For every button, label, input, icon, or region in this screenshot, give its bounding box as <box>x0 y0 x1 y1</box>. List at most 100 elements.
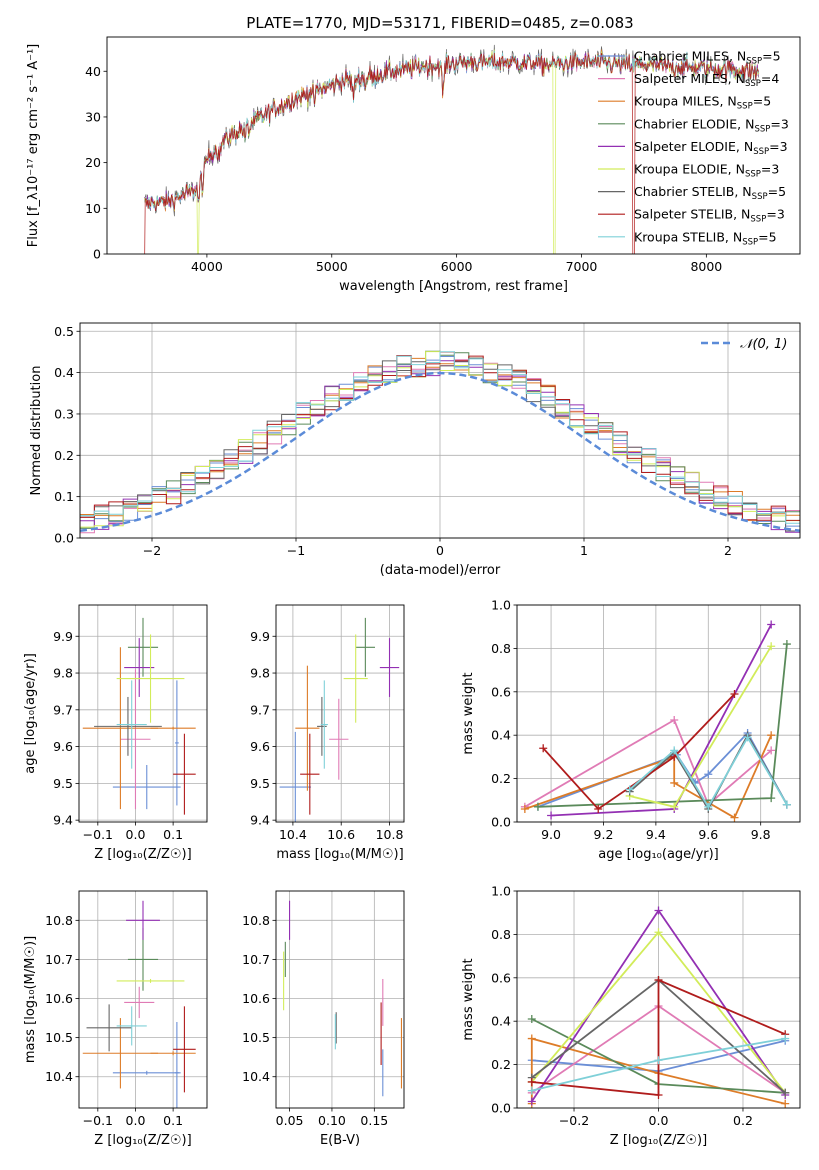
chart-weight_vs_age: 9.0 9.2 9.4 9.6 9.8 0.0 0.2 0.4 0.6 0.8 1.0 age [lo… <box>461 598 801 862</box>
y-tick-label: 0.8 <box>491 641 511 656</box>
y-tick-label: 9.4 <box>53 813 73 828</box>
legend-n: 3 <box>777 207 785 222</box>
chart-spectrum: 4000 5000 6000 7000 8000 0 10 20 30 40 wavelength … <box>26 14 801 294</box>
legend-n-sub: SSP <box>737 102 753 112</box>
plot-frame <box>78 890 208 1109</box>
legend-n-prefix: , N <box>733 207 750 222</box>
x-tick-label: 8000 <box>690 259 722 274</box>
weight-marker <box>743 733 752 742</box>
legend-n-sub: SSP <box>746 57 762 67</box>
x-tick-label: 0.1 <box>163 1113 183 1128</box>
legend-eq: = <box>768 184 778 199</box>
weight-marker <box>670 802 679 811</box>
weight-line <box>524 718 772 808</box>
weight-marker <box>527 1086 536 1095</box>
legend-entry: Chabrier ELODIE, NSSP=3 <box>634 116 789 134</box>
weight-marker <box>767 794 776 803</box>
legend-n-sub: SSP <box>752 192 768 202</box>
weight-marker <box>533 802 542 811</box>
legend-model: Chabrier STELIB <box>634 184 734 199</box>
y-tick-label: 0.0 <box>491 815 511 830</box>
y-tick-label: 0 <box>93 247 101 262</box>
legend-eq: = <box>758 229 768 244</box>
x-tick-label: 9.8 <box>751 827 771 842</box>
x-tick-label: 10.4 <box>279 827 307 842</box>
x-tick-label: 0.0 <box>649 1113 669 1128</box>
y-tick-label: 0.0 <box>54 531 74 546</box>
y-tick-label: 10 <box>85 201 101 216</box>
y-tick-label: 10.8 <box>45 913 73 928</box>
x-tick-label: 4000 <box>191 259 223 274</box>
weight-marker <box>670 746 679 755</box>
plot-frame <box>516 890 801 1109</box>
y-axis-label: mass [log₁₀(M/M☉)] <box>23 936 38 1063</box>
x-tick-label: 9.4 <box>646 827 666 842</box>
weight-marker <box>704 770 713 779</box>
weight-marker <box>781 1088 790 1097</box>
legend-n-sub: SSP <box>745 170 761 180</box>
x-tick-label: 0 <box>436 543 444 558</box>
weight-line <box>531 978 786 1096</box>
legend-n-prefix: , N <box>736 139 753 154</box>
legend-eq: = <box>761 162 771 177</box>
x-tick-label: 0.0 <box>126 827 146 842</box>
weight-marker <box>654 975 663 984</box>
plot-frame <box>106 36 801 255</box>
legend-model: Kroupa STELIB <box>634 229 725 244</box>
legend-n-prefix: , N <box>737 116 754 131</box>
chart-mass_vs_Z: −0.1 0.0 0.1 10.4 10.5 10.6 10.7 10.8 Z [log₁₀(Z… <box>23 890 208 1148</box>
legend-n-sub: SSP <box>742 237 758 247</box>
y-tick-label: 10.5 <box>242 1030 270 1045</box>
weight-marker <box>654 906 663 915</box>
plot-frame <box>516 604 801 823</box>
legend-n-prefix: , N <box>728 71 745 86</box>
y-tick-label: 9.9 <box>53 629 73 644</box>
legend-entry: Salpeter MILES, NSSP=4 <box>634 71 779 89</box>
weight-marker <box>527 1077 536 1086</box>
legend-model: Salpeter ELODIE <box>634 139 736 154</box>
weight-marker <box>767 731 776 740</box>
weight-marker <box>654 1056 663 1065</box>
y-tick-label: 9.6 <box>53 739 73 754</box>
legend-eq: = <box>761 71 771 86</box>
x-tick-label: 6000 <box>441 259 473 274</box>
plot-area <box>80 350 800 534</box>
weight-marker <box>767 746 776 755</box>
x-tick-label: 10.8 <box>376 827 404 842</box>
y-tick-label: 9.8 <box>250 666 270 681</box>
weight-marker <box>520 804 529 813</box>
x-tick-label: −0.1 <box>83 1113 113 1128</box>
y-tick-label: 0.1 <box>54 489 74 504</box>
weight-marker <box>767 620 776 629</box>
histogram-step <box>80 351 800 532</box>
legend-eq: = <box>762 49 772 64</box>
weight-marker <box>782 640 791 649</box>
x-tick-label: −1 <box>287 543 305 558</box>
legend-model: Kroupa ELODIE <box>634 162 728 177</box>
legend-n: 3 <box>771 162 779 177</box>
x-tick-label: 0.0 <box>126 1113 146 1128</box>
legend-eq: = <box>770 116 780 131</box>
x-axis-label: Z [log₁₀(Z/Z☉)] <box>94 1133 191 1148</box>
x-tick-label: 9.0 <box>541 827 561 842</box>
y-tick-label: 10.7 <box>45 952 73 967</box>
y-tick-label: 0.5 <box>54 324 74 339</box>
plot-area <box>283 900 403 1097</box>
y-axis-label: Normed distribution <box>29 366 44 496</box>
y-tick-label: 9.5 <box>53 776 73 791</box>
y-tick-label: 0.6 <box>491 970 511 985</box>
weight-marker <box>781 1099 790 1108</box>
legend-n-sub: SSP <box>750 215 766 225</box>
y-tick-label: 0.6 <box>491 684 511 699</box>
x-tick-label: 0.15 <box>360 1113 388 1128</box>
y-tick-label: 0.2 <box>491 771 511 786</box>
weight-marker <box>539 744 548 753</box>
x-tick-label: 0.1 <box>163 827 183 842</box>
y-tick-label: 0.8 <box>491 927 511 942</box>
legend-entry: Kroupa ELODIE, NSSP=3 <box>634 162 779 180</box>
legend-model: Salpeter MILES <box>634 71 728 86</box>
x-tick-label: 1 <box>580 543 588 558</box>
x-tick-label: 2 <box>724 543 732 558</box>
